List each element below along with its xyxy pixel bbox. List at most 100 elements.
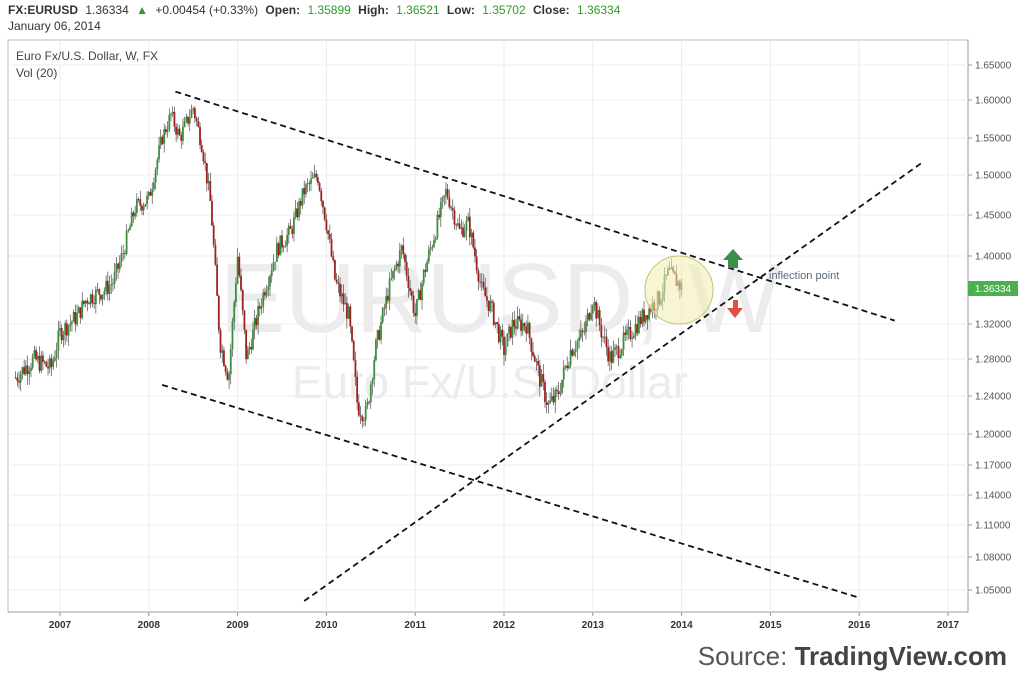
candle-body: [14, 377, 17, 379]
candle-body: [385, 295, 388, 309]
candle-body: [233, 302, 236, 322]
candle-body: [477, 270, 480, 282]
y-tick-label: 1.24000: [975, 392, 1012, 403]
candle-body: [52, 360, 55, 367]
candle-body: [139, 199, 142, 206]
candle-body: [238, 256, 241, 276]
candle-body: [593, 301, 596, 306]
candle-body: [149, 191, 152, 196]
annotation-label: inflection point: [769, 270, 839, 282]
candle-body: [202, 152, 205, 162]
candle-body: [151, 189, 154, 196]
candle-body: [94, 289, 97, 305]
candle-body: [506, 333, 509, 347]
candle-body: [364, 405, 367, 421]
candle-body: [455, 224, 458, 226]
candle-body: [405, 261, 408, 276]
candle-body: [30, 367, 32, 371]
candle-body: [255, 317, 258, 326]
candle-body: [509, 326, 512, 338]
candle-body: [412, 295, 415, 313]
candle-body: [229, 348, 232, 375]
candle-body: [578, 337, 581, 342]
candle-body: [83, 300, 85, 304]
candle-body: [561, 379, 563, 393]
candle-body: [130, 212, 133, 227]
candle-body: [421, 283, 423, 301]
candle-body: [598, 310, 601, 326]
candle-body: [491, 301, 493, 303]
candle-body: [540, 374, 543, 387]
candle-body: [448, 197, 451, 208]
candle-body: [542, 374, 545, 383]
y-tick-label: 1.17000: [975, 461, 1012, 472]
candle-body: [393, 268, 396, 272]
x-tick-label: 2017: [937, 620, 960, 631]
candle-body: [441, 197, 444, 203]
y-tick-label: 1.45000: [975, 211, 1012, 222]
candle-body: [465, 220, 468, 232]
candle-body: [518, 316, 521, 320]
change: +0.00454 (+0.33%): [155, 3, 259, 17]
candle-body: [328, 234, 331, 240]
candle-body: [205, 163, 208, 184]
candle-body: [605, 336, 608, 348]
candle-body: [556, 389, 558, 392]
candle-body: [511, 319, 514, 338]
open-label: Open:: [265, 3, 301, 17]
candle-body: [171, 111, 174, 114]
y-tick-labels: 1.65000 1.60000 1.55000 1.50000 1.45000 1.400…: [968, 61, 1012, 597]
candle-body: [373, 360, 376, 380]
candle-body: [619, 355, 622, 358]
candle-body: [525, 326, 528, 334]
candle-body: [224, 365, 227, 372]
high-value: 1.36521: [396, 3, 440, 17]
candle-body: [183, 121, 186, 127]
candle-body: [479, 281, 481, 283]
y-tick-label: 1.60000: [975, 96, 1012, 107]
candle-body: [209, 181, 212, 201]
candle-body: [236, 256, 239, 284]
candle-body: [361, 416, 364, 422]
candle-body: [532, 351, 534, 356]
candle-body: [366, 401, 369, 406]
watermark-name: Euro Fx/U.S. Dollar: [292, 356, 688, 408]
candle-body: [487, 300, 490, 312]
candle-body: [497, 324, 500, 343]
candle-body: [523, 323, 526, 327]
candle-body: [426, 261, 429, 272]
candle-body: [103, 291, 106, 295]
low-value: 1.35702: [482, 3, 526, 17]
candle-body: [146, 195, 148, 205]
candle-body: [282, 247, 285, 248]
candle-body: [436, 214, 439, 239]
x-tick-label: 2015: [759, 620, 782, 631]
close-value: 1.36334: [577, 3, 621, 17]
candle-body: [53, 358, 56, 361]
candle-body: [588, 313, 591, 320]
candle-body: [313, 173, 316, 178]
candle-body: [530, 338, 533, 352]
candle-body: [544, 382, 546, 402]
candle-body: [79, 307, 82, 319]
candle-body: [194, 108, 196, 119]
candle-body: [344, 302, 347, 305]
candle-body: [77, 307, 80, 314]
candle-body: [115, 263, 118, 273]
candle-body: [245, 329, 248, 360]
x-tick-label: 2009: [226, 620, 249, 631]
candle-body: [88, 303, 90, 305]
candle-body: [390, 277, 393, 279]
x-tick-label: 2011: [404, 620, 426, 631]
candle-body: [84, 300, 87, 304]
candle-body: [492, 302, 495, 325]
candle-body: [117, 263, 119, 269]
candle-body: [427, 249, 430, 262]
candle-body: [453, 210, 456, 225]
y-tick-label: 1.14000: [975, 491, 1012, 502]
candle-body: [340, 293, 343, 297]
candle-body: [274, 261, 277, 263]
candle-body: [154, 169, 157, 183]
candle-body: [137, 199, 140, 200]
